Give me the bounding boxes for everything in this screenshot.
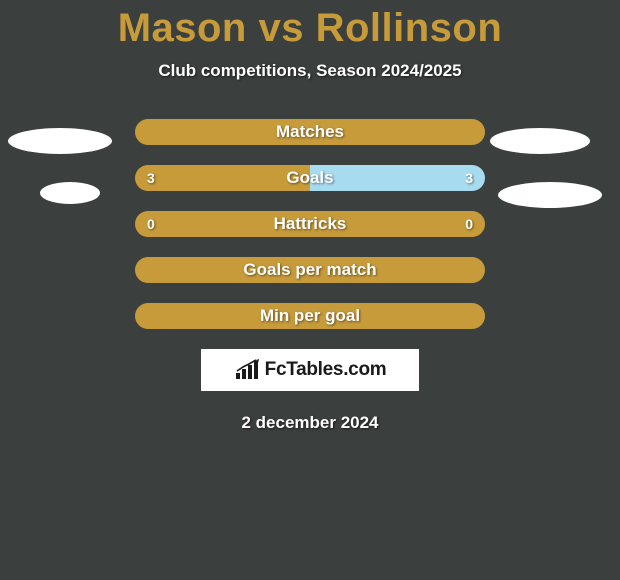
subtitle: Club competitions, Season 2024/2025 bbox=[0, 61, 620, 81]
bar-hattricks-label: Hattricks bbox=[274, 214, 347, 234]
fctables-logo: FcTables.com bbox=[201, 349, 419, 391]
fctables-logo-text: FcTables.com bbox=[265, 359, 387, 381]
bar-goals-left bbox=[135, 165, 310, 191]
date-label: 2 december 2024 bbox=[0, 413, 620, 433]
bar-gpm: Goals per match bbox=[135, 257, 485, 283]
player-right-ellipse-2 bbox=[498, 182, 602, 208]
bar-matches-label: Matches bbox=[276, 122, 344, 142]
chart-icon bbox=[234, 359, 260, 381]
bar-goals-val-left: 3 bbox=[147, 170, 155, 186]
bar-gpm-label: Goals per match bbox=[243, 260, 376, 280]
bar-goals: 3 Goals 3 bbox=[135, 165, 485, 191]
page-title: Mason vs Rollinson bbox=[0, 0, 620, 51]
bar-matches: Matches bbox=[135, 119, 485, 145]
bar-mpg: Min per goal bbox=[135, 303, 485, 329]
bar-hattricks: 0 Hattricks 0 bbox=[135, 211, 485, 237]
bar-goals-val-right: 3 bbox=[465, 170, 473, 186]
player-left-ellipse-2 bbox=[40, 182, 100, 204]
bar-goals-label: Goals bbox=[286, 168, 333, 188]
player-right-ellipse-1 bbox=[490, 128, 590, 154]
bar-hattricks-val-left: 0 bbox=[147, 216, 155, 232]
player-left-ellipse-1 bbox=[8, 128, 112, 154]
bar-hattricks-val-right: 0 bbox=[465, 216, 473, 232]
bar-goals-right bbox=[310, 165, 485, 191]
comparison-chart: Matches 3 Goals 3 0 Hattricks 0 Goals pe… bbox=[0, 119, 620, 433]
bar-mpg-label: Min per goal bbox=[260, 306, 360, 326]
